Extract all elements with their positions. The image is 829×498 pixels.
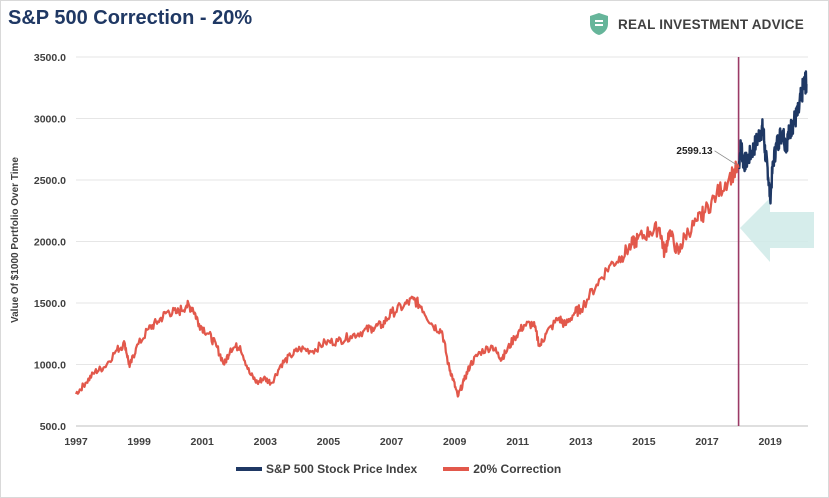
chart-title: S&P 500 Correction - 20% [8, 7, 253, 29]
x-tick-label: 2011 [506, 436, 529, 448]
legend-swatch-correction [443, 467, 470, 471]
legend-item-sp500: S&P 500 Stock Price Index [236, 462, 417, 476]
shield-icon [590, 13, 608, 35]
x-tick-label: 2015 [632, 436, 656, 448]
gridlines [76, 56, 808, 427]
x-tick-label: 1999 [127, 436, 151, 448]
x-tick-label: 2009 [443, 436, 467, 448]
legend-swatch-sp500 [236, 467, 262, 471]
legend: S&P 500 Stock Price Index 20% Correction [236, 462, 587, 476]
x-tick-label: 2001 [191, 436, 215, 448]
x-tick-label: 1997 [64, 436, 88, 448]
x-tick-label: 2005 [317, 436, 341, 448]
x-axis-ticks: 1997 1999 2001 2003 2005 2007 2009 2011 2013 2015… [64, 436, 782, 448]
brand-name: REAL INVESTMENT ADVICE [618, 16, 804, 32]
series-lines [74, 70, 808, 398]
y-tick-label: 2500.0 [34, 175, 66, 187]
y-tick-label: 1500.0 [34, 298, 66, 310]
y-axis-label: Value Of $1000 Portfolio Over Time [10, 157, 21, 323]
series-sp500-line [737, 70, 808, 205]
y-axis-ticks: 3500.0 3000.0 2500.0 2000.0 1500.0 1000.0 500.… [34, 52, 66, 433]
y-tick-label: 2000.0 [34, 237, 66, 249]
x-tick-label: 2013 [569, 436, 593, 448]
legend-item-correction: 20% Correction [443, 462, 561, 476]
annotation-leader [714, 150, 737, 166]
y-tick-label: 1000.0 [34, 360, 66, 372]
annotation-value: 2599.13 [676, 146, 713, 157]
x-tick-label: 2007 [380, 436, 404, 448]
legend-label-sp500: S&P 500 Stock Price Index [266, 462, 418, 476]
series-correction-line [74, 160, 740, 398]
legend-label-correction: 20% Correction [473, 462, 562, 476]
y-tick-label: 3500.0 [34, 52, 66, 64]
y-tick-label: 500.0 [40, 421, 66, 433]
y-tick-label: 3000.0 [34, 114, 66, 126]
left-arrow-shape [740, 198, 814, 262]
x-tick-label: 2019 [758, 436, 782, 448]
x-tick-label: 2003 [254, 436, 278, 448]
x-tick-label: 2017 [695, 436, 719, 448]
brand-logo: REAL INVESTMENT ADVICE [588, 12, 804, 36]
